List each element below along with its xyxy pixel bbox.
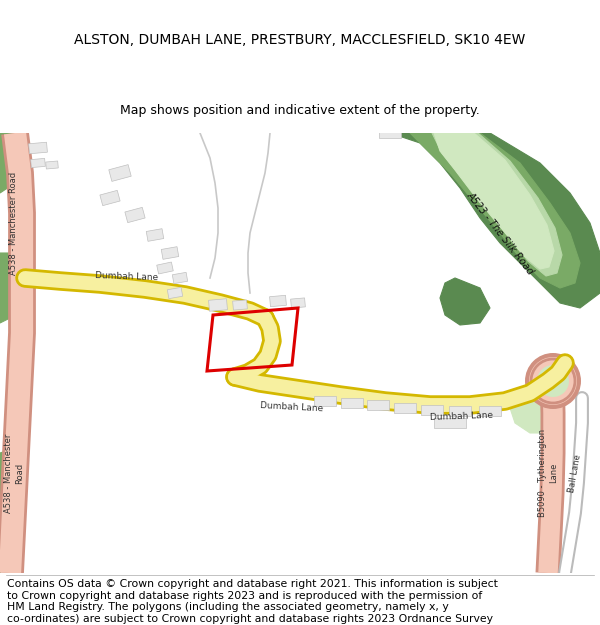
Polygon shape — [100, 191, 120, 206]
Text: A538 - Manchester Road: A538 - Manchester Road — [10, 171, 19, 274]
Circle shape — [539, 367, 567, 395]
Polygon shape — [31, 158, 46, 168]
Polygon shape — [434, 133, 554, 269]
Text: A523 - The Silk Road: A523 - The Silk Road — [464, 190, 535, 276]
Polygon shape — [390, 133, 600, 308]
Polygon shape — [434, 418, 466, 428]
Polygon shape — [410, 133, 580, 288]
Circle shape — [537, 365, 569, 397]
Circle shape — [525, 353, 581, 409]
Polygon shape — [432, 133, 562, 276]
Polygon shape — [379, 128, 401, 138]
Polygon shape — [167, 288, 182, 299]
Circle shape — [543, 371, 563, 391]
Polygon shape — [125, 208, 145, 222]
Polygon shape — [0, 448, 22, 573]
Polygon shape — [233, 300, 247, 310]
Polygon shape — [209, 299, 227, 311]
Polygon shape — [394, 403, 416, 413]
Text: Dumbah Lane: Dumbah Lane — [260, 401, 323, 413]
Polygon shape — [341, 398, 363, 408]
Polygon shape — [269, 296, 286, 307]
Text: ALSTON, DUMBAH LANE, PRESTBURY, MACCLESFIELD, SK10 4EW: ALSTON, DUMBAH LANE, PRESTBURY, MACCLESF… — [74, 33, 526, 48]
Polygon shape — [479, 406, 501, 416]
Polygon shape — [172, 272, 188, 284]
Polygon shape — [157, 262, 173, 274]
Polygon shape — [314, 396, 336, 406]
Polygon shape — [46, 161, 58, 169]
Polygon shape — [440, 278, 490, 325]
Polygon shape — [290, 298, 305, 308]
Text: A538 - Manchester
Road: A538 - Manchester Road — [4, 433, 24, 512]
Text: Contains OS data © Crown copyright and database right 2021. This information is : Contains OS data © Crown copyright and d… — [7, 579, 498, 625]
Polygon shape — [29, 142, 47, 154]
Text: Dumbah Lane: Dumbah Lane — [430, 411, 493, 422]
Polygon shape — [0, 133, 30, 193]
Polygon shape — [0, 253, 18, 323]
Text: Dumbah Lane: Dumbah Lane — [95, 271, 158, 282]
Polygon shape — [367, 400, 389, 410]
Polygon shape — [161, 247, 179, 259]
Polygon shape — [421, 405, 443, 415]
Polygon shape — [146, 229, 164, 241]
Polygon shape — [510, 393, 558, 433]
Polygon shape — [449, 406, 471, 416]
Text: Ball Lane: Ball Lane — [567, 453, 583, 493]
Polygon shape — [109, 164, 131, 181]
Text: B5090 - Tytherington
Lane: B5090 - Tytherington Lane — [538, 429, 558, 517]
Text: Map shows position and indicative extent of the property.: Map shows position and indicative extent… — [120, 104, 480, 117]
Circle shape — [529, 357, 577, 405]
